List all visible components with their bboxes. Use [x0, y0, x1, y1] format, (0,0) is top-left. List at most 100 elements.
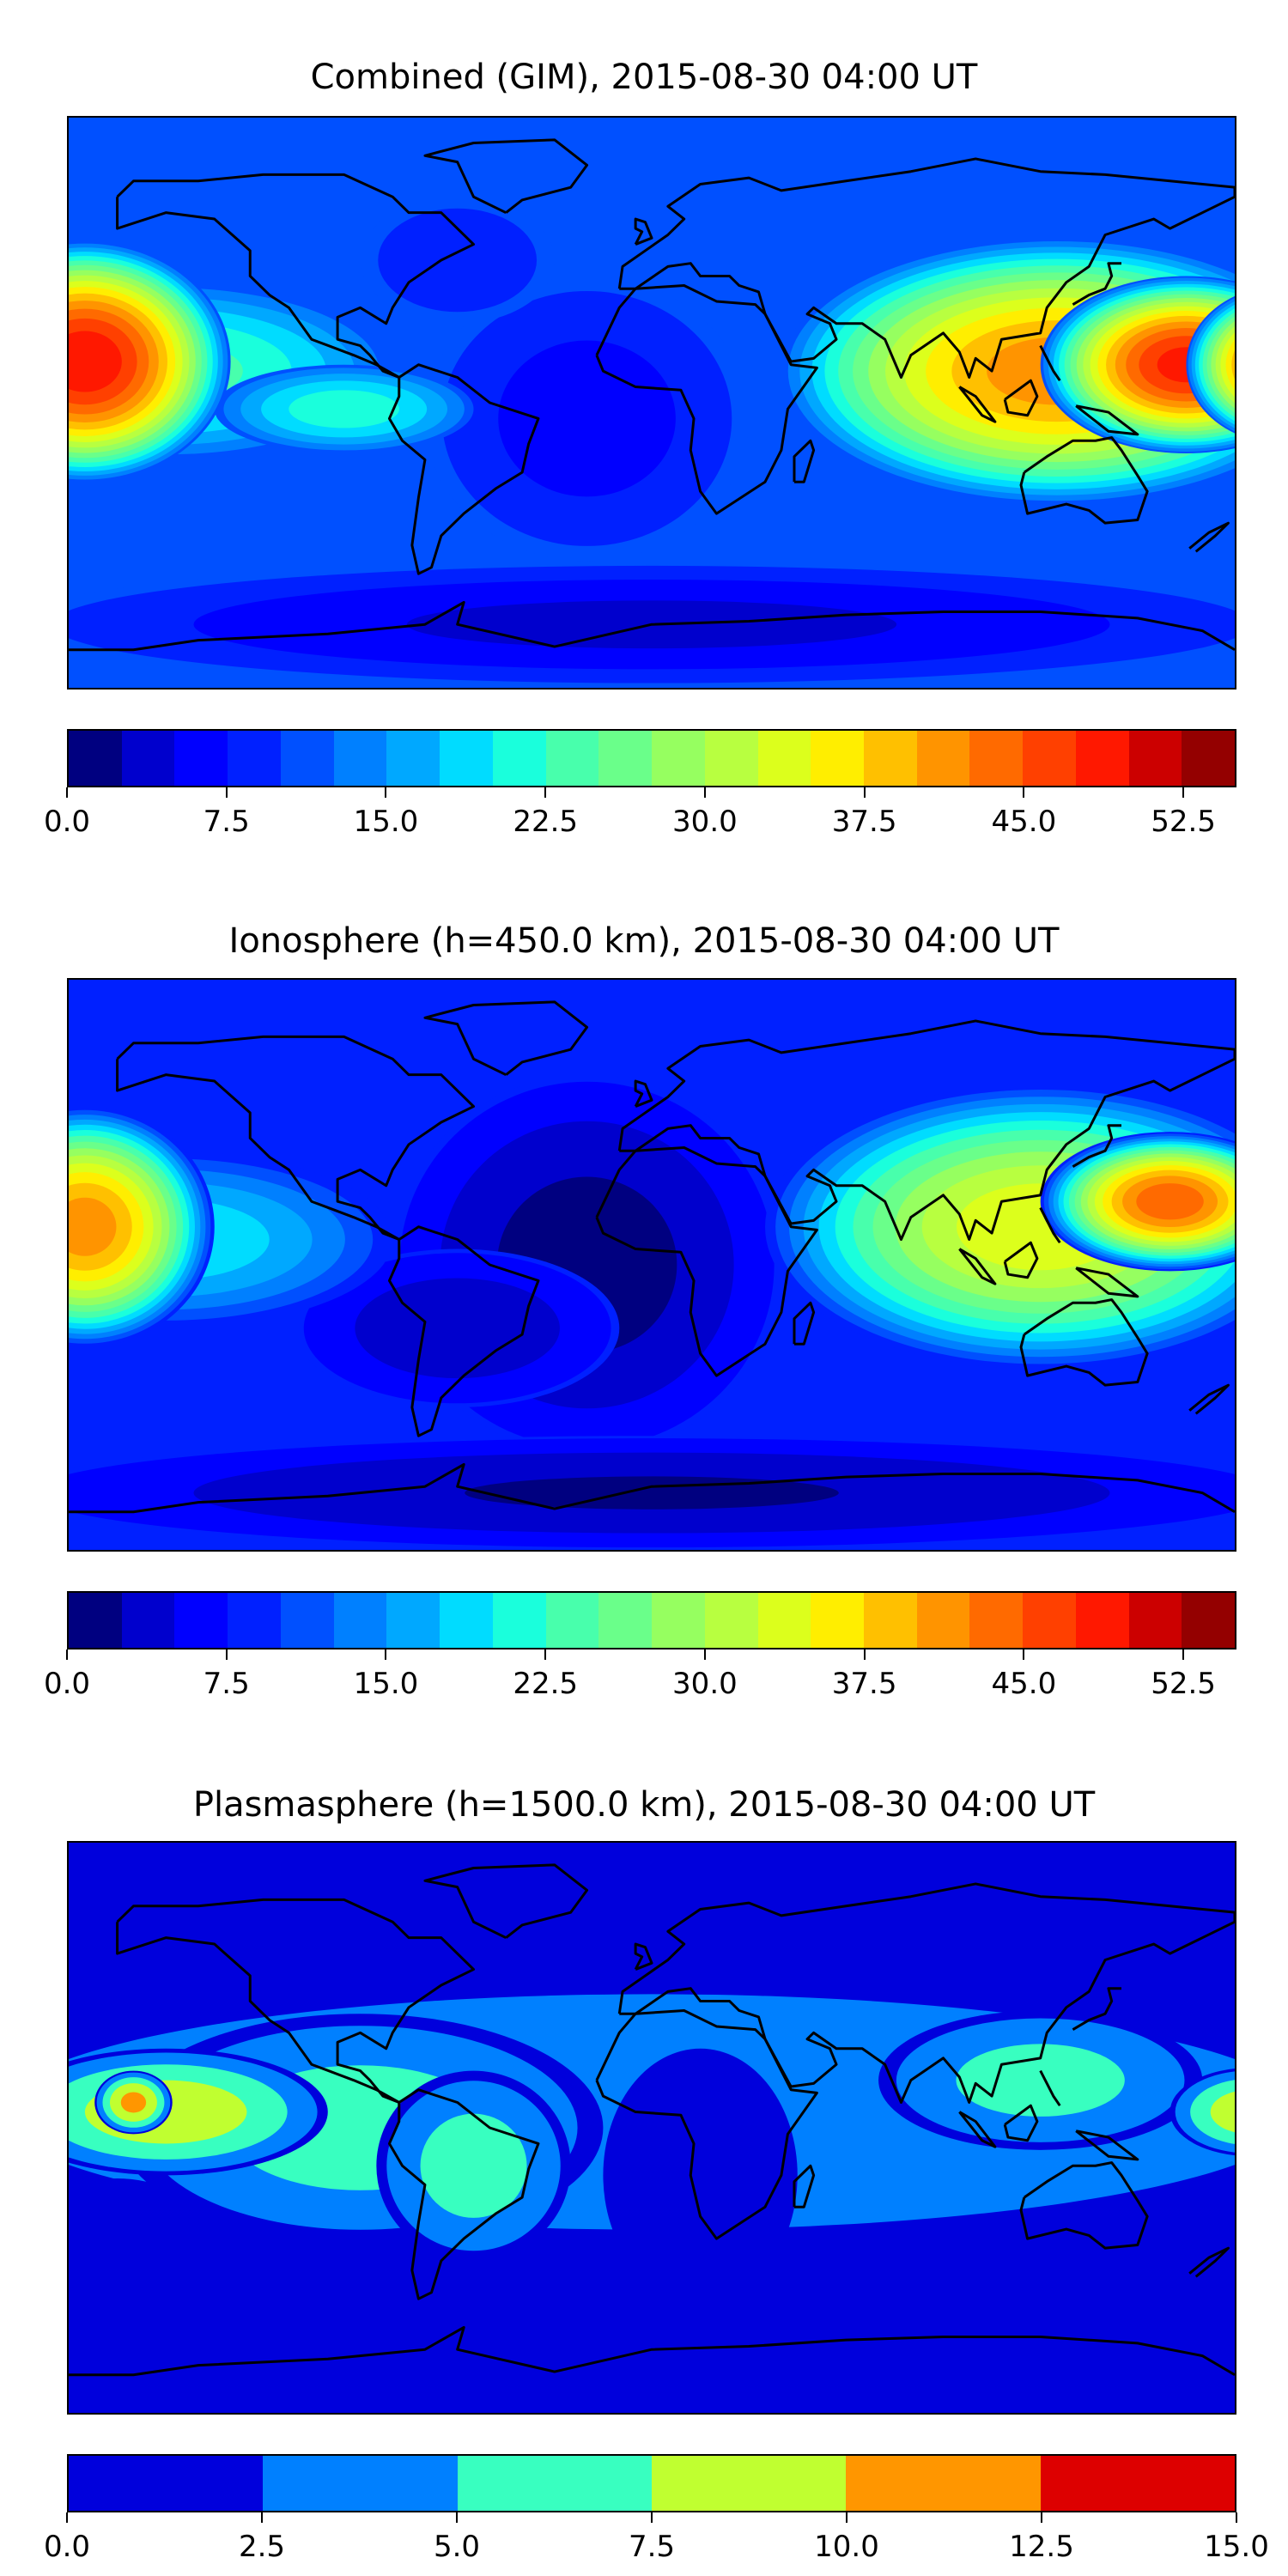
colorbar-segment [69, 1593, 122, 1648]
colorbar-segment [1075, 1593, 1129, 1648]
colorbar-tick-label: 5.0 [433, 2530, 481, 2564]
coastline [116, 1035, 476, 1241]
colorbar-segment [916, 1593, 970, 1648]
colorbar-tick [66, 787, 68, 798]
colorbar-segment [1128, 1593, 1182, 1648]
coastline [1003, 2104, 1039, 2142]
colorbar-segment [174, 1593, 228, 1648]
coastline [1039, 2069, 1061, 2107]
coastline [1072, 1124, 1121, 1168]
contour-region [498, 340, 676, 497]
colorbar-tick-label: 0.0 [43, 2530, 91, 2564]
colorbar-segment [916, 731, 970, 786]
colorbar-segment [757, 731, 811, 786]
coastline [617, 1882, 1235, 2104]
coastline [69, 2325, 1235, 2377]
coastline [634, 217, 653, 246]
colorbar-segment [598, 1593, 653, 1648]
contour-region [1225, 339, 1235, 391]
contour-region [69, 1197, 117, 1256]
contour-region [355, 1278, 560, 1379]
colorbar-segment [69, 731, 122, 786]
contour-region [420, 2113, 527, 2218]
colorbar-segment [333, 1593, 387, 1648]
colorbar-segment [121, 731, 175, 786]
colorbar-segment [704, 1593, 758, 1648]
colorbar-segment [1182, 1593, 1236, 1648]
coastline [423, 138, 589, 215]
coastline [958, 1248, 997, 1285]
map-svg-ionosphere [69, 980, 1235, 1550]
colorbar-segment [333, 731, 387, 786]
colorbar-tick-label: 10.0 [814, 2530, 879, 2564]
colorbar-tick-label: 15.0 [1204, 2530, 1269, 2564]
coastline [387, 1225, 540, 1437]
colorbar-segment [386, 731, 440, 786]
colorbar-segment [121, 1593, 175, 1648]
coastline [1019, 1298, 1149, 1387]
coastline [595, 1146, 818, 1377]
coastline [617, 1019, 1235, 1241]
colorbar-segment [811, 1593, 865, 1648]
colorbar-tick-label: 52.5 [1151, 1667, 1216, 1701]
colorbar-segment [1182, 731, 1236, 786]
colorbar-tick [703, 1649, 706, 1660]
colorbar-tick-label: 15.0 [353, 805, 419, 839]
colorbar-tick-label: 37.5 [831, 1667, 897, 1701]
colorbar-segment [492, 731, 546, 786]
coastline [1019, 436, 1149, 525]
colorbar-segment [1040, 2456, 1235, 2511]
contour-region [69, 2178, 189, 2255]
coastline [617, 157, 1235, 379]
colorbar-tick [385, 1649, 387, 1660]
coastline [1188, 521, 1230, 553]
coastline [634, 1942, 653, 1971]
title-combined: Combined (GIM), 2015-08-30 04:00 UT [310, 58, 978, 97]
colorbar-tick-label: 7.5 [203, 805, 250, 839]
coastline [116, 1898, 476, 2104]
coastline [793, 439, 816, 483]
contour-region [378, 208, 538, 313]
colorbar-tick-label: 30.0 [672, 1667, 738, 1701]
map-svg-plasmasphere [69, 1843, 1235, 2413]
coastline [423, 1000, 589, 1077]
colorbar-segment [846, 2456, 1041, 2511]
coastline [1072, 1987, 1121, 2031]
colorbar-segment [1023, 1593, 1076, 1648]
colorbar-segment [545, 1593, 599, 1648]
colorbar-segment [440, 731, 493, 786]
colorbar-ticks-plasmasphere: 0.0 2.5 5.0 7.5 10.0 12.5 15.0 [44, 2512, 1269, 2564]
contour-region [956, 2044, 1125, 2117]
coastline [1003, 379, 1039, 417]
colorbar-tick [225, 1649, 228, 1660]
colorbar-segment [864, 1593, 917, 1648]
colorbar-tick-label: 15.0 [353, 1667, 419, 1701]
map-ionosphere [67, 978, 1236, 1552]
coastline [387, 363, 540, 575]
colorbar-segment [757, 1593, 811, 1648]
contour-region [603, 2048, 798, 2302]
coastline [1039, 1206, 1061, 1244]
coastline [1072, 262, 1121, 306]
map-svg-combined [69, 118, 1235, 688]
coastline [1039, 344, 1061, 382]
colorbar-segment [969, 1593, 1024, 1648]
colorbar-segment [652, 731, 705, 786]
coastline [423, 1863, 589, 1940]
coastline [69, 600, 1235, 652]
coastline [793, 1301, 816, 1346]
colorbar-tick-label: 0.0 [43, 805, 91, 839]
colorbar-tick [1023, 1649, 1025, 1660]
coastline [1188, 1383, 1230, 1415]
colorbar-tick-label: 7.5 [628, 2530, 676, 2564]
contour-region [120, 2092, 147, 2113]
colorbar-segment [457, 2456, 652, 2511]
coastline [958, 386, 997, 423]
colorbar-tick [66, 2512, 68, 2523]
coastline [595, 2009, 818, 2240]
colorbar-tick-label: 45.0 [991, 805, 1057, 839]
colorbar-tick [1182, 1649, 1185, 1660]
colorbar-tick [651, 2512, 653, 2523]
colorbar-tick [225, 787, 228, 798]
colorbar-segment [704, 731, 758, 786]
